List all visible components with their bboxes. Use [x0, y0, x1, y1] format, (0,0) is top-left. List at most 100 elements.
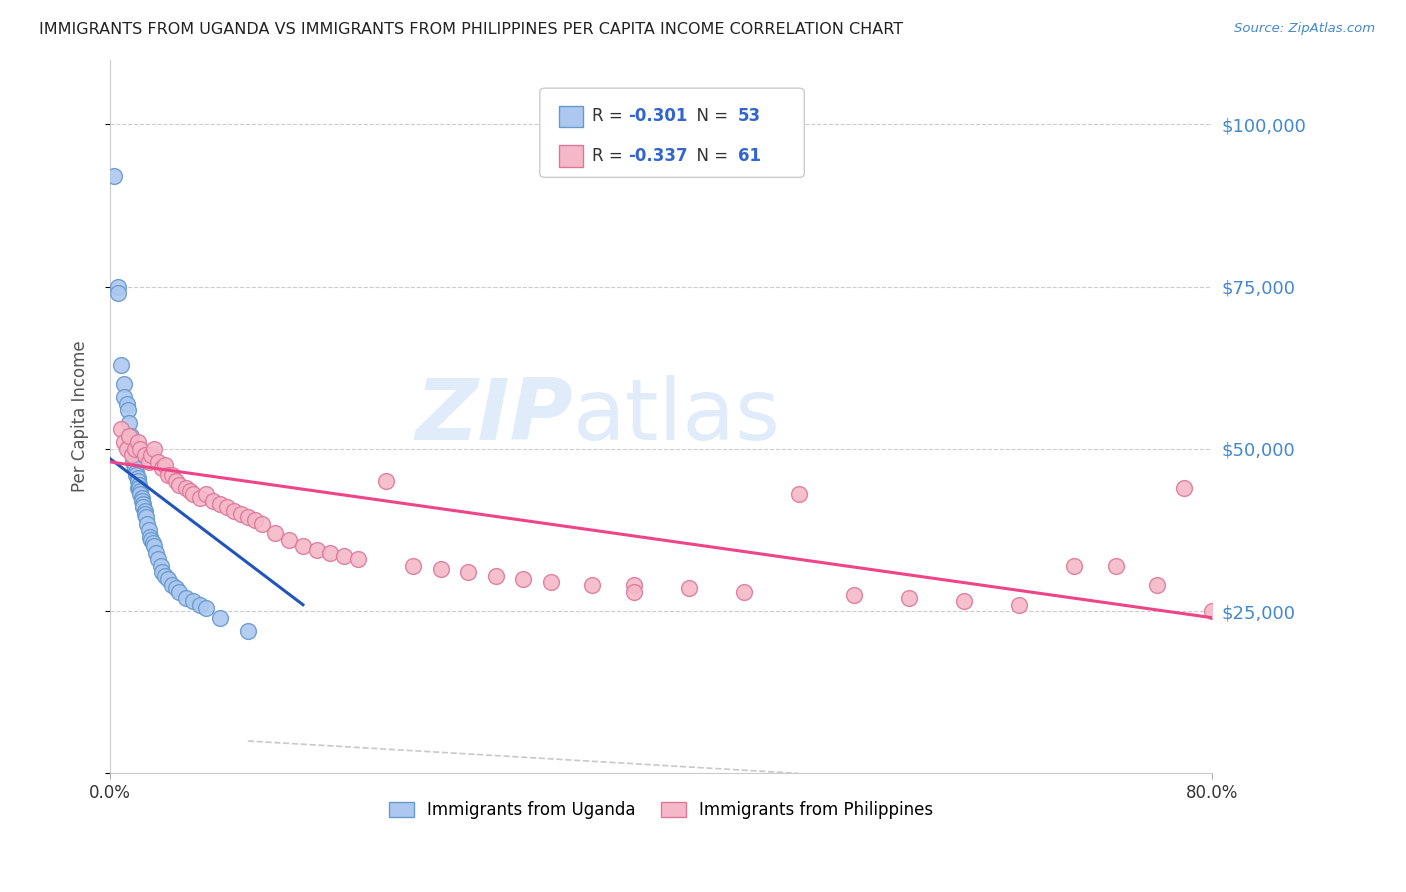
Point [195, 487, 218, 501]
Point [124, 461, 146, 475]
Point [1104, 558, 1126, 573]
Point [305, 542, 328, 557]
Point [115, 442, 138, 456]
Point [174, 591, 197, 606]
Point [143, 539, 166, 553]
Point [145, 546, 167, 560]
Point [117, 403, 139, 417]
Point [125, 465, 148, 479]
Point [112, 390, 135, 404]
Point [733, 584, 755, 599]
Point [132, 497, 155, 511]
Point [209, 497, 232, 511]
Text: R =: R = [592, 147, 627, 165]
Point [842, 588, 865, 602]
Point [156, 572, 179, 586]
Point [128, 477, 150, 491]
Point [129, 487, 152, 501]
Point [120, 429, 142, 443]
Point [138, 523, 160, 537]
Point [103, 169, 125, 184]
Point [115, 396, 138, 410]
Point [222, 503, 245, 517]
Point [217, 500, 239, 515]
FancyBboxPatch shape [558, 105, 583, 127]
Point [278, 533, 301, 547]
Point [124, 458, 146, 473]
Point [122, 449, 145, 463]
Point [129, 442, 152, 456]
Point [1201, 604, 1223, 618]
Point [160, 467, 183, 482]
Point [319, 546, 342, 560]
Point [127, 471, 149, 485]
Point [457, 566, 479, 580]
Point [623, 584, 645, 599]
FancyBboxPatch shape [540, 88, 804, 178]
Point [152, 566, 174, 580]
Point [124, 442, 146, 456]
Point [148, 455, 170, 469]
Text: ZIP: ZIP [415, 375, 572, 458]
Point [195, 601, 218, 615]
Text: R =: R = [592, 107, 627, 126]
Point [160, 578, 183, 592]
Point [188, 491, 211, 505]
Point [110, 422, 132, 436]
Point [142, 536, 165, 550]
Point [953, 594, 976, 608]
Point [167, 477, 190, 491]
Point [118, 416, 141, 430]
Text: Source: ZipAtlas.com: Source: ZipAtlas.com [1234, 22, 1375, 36]
Point [1008, 598, 1031, 612]
Point [152, 461, 174, 475]
Point [512, 572, 534, 586]
Point [128, 481, 150, 495]
Point [165, 475, 187, 489]
Point [347, 552, 370, 566]
Point [107, 286, 129, 301]
Point [167, 584, 190, 599]
Point [209, 610, 232, 624]
Point [188, 598, 211, 612]
Point [402, 558, 425, 573]
Point [127, 435, 149, 450]
Point [121, 449, 143, 463]
Point [333, 549, 356, 563]
Point [131, 494, 153, 508]
Text: atlas: atlas [572, 375, 780, 458]
Point [153, 458, 176, 473]
Point [787, 487, 810, 501]
Point [131, 491, 153, 505]
Point [236, 510, 259, 524]
Point [136, 516, 159, 531]
Text: IMMIGRANTS FROM UGANDA VS IMMIGRANTS FROM PHILIPPINES PER CAPITA INCOME CORRELAT: IMMIGRANTS FROM UGANDA VS IMMIGRANTS FRO… [39, 22, 904, 37]
Point [132, 500, 155, 515]
Point [122, 455, 145, 469]
Point [165, 582, 187, 596]
Text: -0.337: -0.337 [628, 147, 688, 165]
Point [540, 574, 562, 589]
Point [141, 449, 163, 463]
Point [153, 568, 176, 582]
Text: N =: N = [686, 147, 734, 165]
Point [678, 582, 700, 596]
Point [107, 279, 129, 293]
Text: N =: N = [686, 107, 734, 126]
Point [1173, 481, 1195, 495]
Point [110, 358, 132, 372]
Point [129, 484, 152, 499]
Point [120, 442, 142, 456]
Point [112, 435, 135, 450]
Point [581, 578, 603, 592]
Point [174, 481, 197, 495]
Point [202, 494, 225, 508]
Point [127, 481, 149, 495]
Point [898, 591, 921, 606]
FancyBboxPatch shape [558, 145, 583, 167]
Point [264, 526, 287, 541]
Point [135, 510, 157, 524]
Point [143, 442, 166, 456]
Point [121, 442, 143, 456]
Point [485, 568, 508, 582]
